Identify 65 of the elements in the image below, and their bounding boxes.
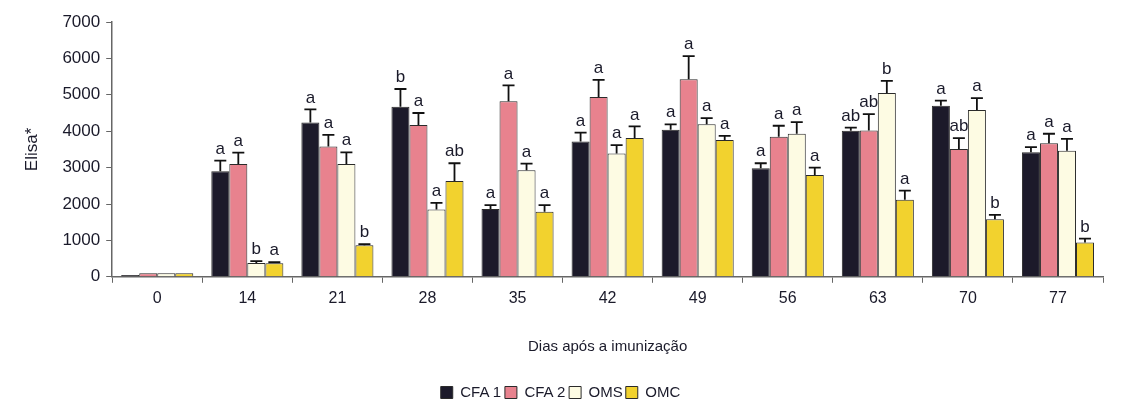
x-tick-label: 63 xyxy=(868,288,887,306)
data-label: b xyxy=(1080,216,1090,236)
data-label: a xyxy=(341,130,352,150)
data-label: b xyxy=(359,222,370,242)
y-tick-label: 0 xyxy=(90,266,101,286)
data-label: a xyxy=(431,181,442,201)
x-tick-label: 28 xyxy=(418,288,437,306)
legend-label: CFA 1 xyxy=(460,382,502,400)
data-label: ab xyxy=(949,116,969,136)
data-label: b xyxy=(251,239,262,259)
y-tick-label: 7000 xyxy=(62,11,101,31)
data-label: a xyxy=(215,138,226,158)
data-label: a xyxy=(629,104,640,124)
data-label: a xyxy=(936,78,947,98)
y-tick-label: 3000 xyxy=(62,157,101,177)
legend-label: OMS xyxy=(588,382,623,400)
x-tick-label: 21 xyxy=(328,288,347,306)
y-tick-label: 1000 xyxy=(62,230,101,250)
data-label: ab xyxy=(841,105,861,125)
data-label: a xyxy=(575,110,586,130)
data-label: a xyxy=(1062,117,1073,137)
data-label: ab xyxy=(445,141,464,161)
data-label: b xyxy=(990,193,1000,213)
y-tick-label: 4000 xyxy=(62,120,101,140)
data-label: a xyxy=(900,168,911,188)
x-axis-title: Dias após a imunização xyxy=(527,337,688,355)
data-label: a xyxy=(305,87,316,107)
data-label: a xyxy=(611,123,622,143)
y-tick-label: 2000 xyxy=(62,193,101,213)
data-label: a xyxy=(665,102,676,122)
x-tick-label: 56 xyxy=(778,288,797,306)
x-tick-label: 70 xyxy=(958,288,977,306)
y-tick-label: 5000 xyxy=(62,84,101,104)
data-label: a xyxy=(792,100,803,120)
data-label: a xyxy=(1044,111,1055,131)
data-label: a xyxy=(413,91,424,111)
data-label: b xyxy=(395,67,406,87)
data-label: a xyxy=(539,183,550,203)
data-label: a xyxy=(1026,125,1037,145)
data-label: a xyxy=(521,141,532,161)
x-tick-label: 14 xyxy=(238,288,257,306)
data-label: a xyxy=(323,113,334,133)
data-label: a xyxy=(269,240,280,260)
x-tick-label: 0 xyxy=(152,288,162,306)
x-tick-label: 42 xyxy=(598,288,617,306)
data-label: a xyxy=(683,34,694,54)
data-label: a xyxy=(593,58,604,78)
data-label: a xyxy=(756,141,766,161)
data-label: a xyxy=(719,114,730,134)
y-tick-label: 6000 xyxy=(62,48,101,68)
y-axis-title: Elisa* xyxy=(21,127,41,172)
data-label: b xyxy=(882,59,892,79)
legend-label: CFA 2 xyxy=(524,382,566,400)
data-label: ab xyxy=(859,92,879,112)
data-label: a xyxy=(485,183,496,203)
x-tick-label: 35 xyxy=(508,288,527,306)
data-label: a xyxy=(701,96,712,116)
data-label: a xyxy=(774,103,785,123)
data-label: a xyxy=(503,63,514,83)
x-tick-label: 49 xyxy=(688,288,707,306)
data-label: a xyxy=(810,145,821,165)
legend-label: OMC xyxy=(645,382,681,400)
data-label: a xyxy=(972,76,983,96)
x-tick-label: 77 xyxy=(1049,288,1067,306)
data-label: a xyxy=(233,130,244,150)
